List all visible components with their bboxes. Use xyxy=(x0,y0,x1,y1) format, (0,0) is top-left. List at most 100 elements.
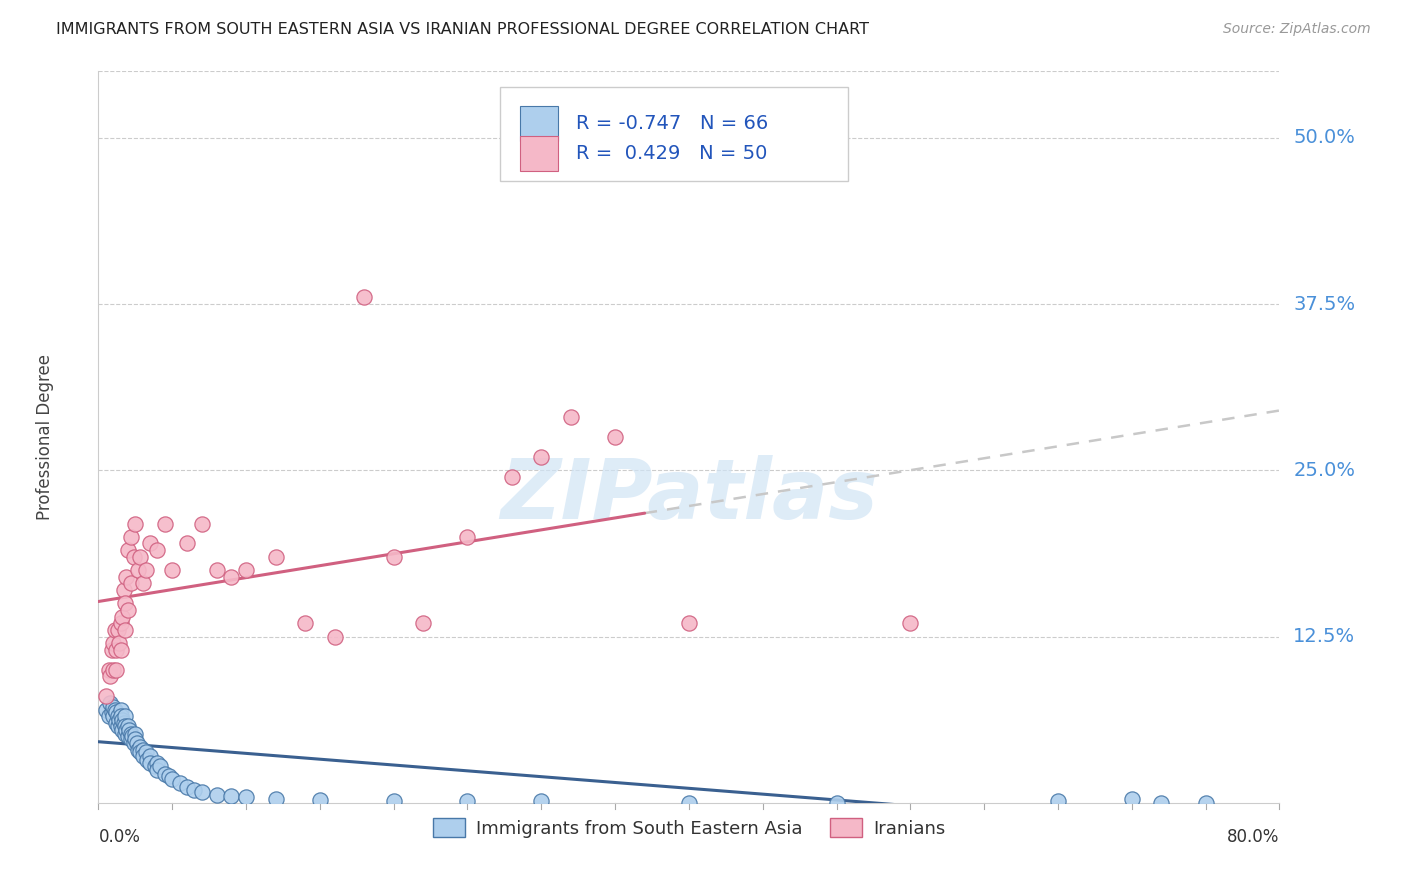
Point xyxy=(103,663,125,677)
FancyBboxPatch shape xyxy=(501,87,848,181)
Point xyxy=(111,609,134,624)
Point xyxy=(94,703,117,717)
Point xyxy=(110,703,132,717)
Point xyxy=(205,563,228,577)
Point xyxy=(221,570,243,584)
Point xyxy=(149,758,172,772)
Text: 0.0%: 0.0% xyxy=(98,828,141,846)
Point xyxy=(114,726,136,740)
Point xyxy=(176,536,198,550)
Point xyxy=(678,616,700,631)
Text: 50.0%: 50.0% xyxy=(1294,128,1355,147)
Text: 37.5%: 37.5% xyxy=(1294,294,1355,314)
Point xyxy=(125,736,148,750)
Point xyxy=(1195,796,1218,810)
Point xyxy=(114,709,136,723)
Point xyxy=(111,714,134,728)
Point xyxy=(105,643,128,657)
Point xyxy=(153,516,176,531)
Point xyxy=(135,563,157,577)
Point xyxy=(120,576,142,591)
Point xyxy=(128,549,150,564)
Point xyxy=(1150,796,1173,810)
Point xyxy=(121,729,143,743)
Point xyxy=(124,516,146,531)
Point xyxy=(117,729,139,743)
Point xyxy=(135,745,157,759)
Point xyxy=(128,745,150,759)
Point xyxy=(107,719,129,733)
Point xyxy=(132,576,155,591)
Point xyxy=(132,749,155,764)
Text: 25.0%: 25.0% xyxy=(1294,461,1355,480)
Point xyxy=(191,785,214,799)
Point xyxy=(97,663,120,677)
Point xyxy=(162,772,183,786)
Point xyxy=(114,596,136,610)
Text: R =  0.429   N = 50: R = 0.429 N = 50 xyxy=(575,144,766,162)
Point xyxy=(111,723,134,737)
Point xyxy=(110,616,132,631)
Point xyxy=(457,530,479,544)
Point xyxy=(264,549,287,564)
Point xyxy=(235,563,257,577)
Point xyxy=(117,719,139,733)
Point xyxy=(146,543,169,558)
Point xyxy=(323,630,346,644)
Point xyxy=(115,723,138,737)
Point xyxy=(122,549,145,564)
Point xyxy=(294,616,316,631)
Point xyxy=(118,723,141,737)
Point xyxy=(139,536,162,550)
Point xyxy=(98,669,121,683)
Point xyxy=(157,769,180,783)
Point xyxy=(221,789,243,804)
Point xyxy=(143,758,166,772)
Point xyxy=(120,530,142,544)
Text: 80.0%: 80.0% xyxy=(1227,828,1279,846)
Point xyxy=(105,716,128,731)
Text: ZIPatlas: ZIPatlas xyxy=(501,455,877,536)
Point xyxy=(108,714,131,728)
Point xyxy=(120,731,142,746)
Point xyxy=(530,795,553,809)
Point xyxy=(1121,792,1143,806)
Point xyxy=(235,790,257,805)
Point xyxy=(132,742,155,756)
Point xyxy=(114,623,136,637)
Point xyxy=(105,663,128,677)
Point xyxy=(412,616,434,631)
Point xyxy=(605,430,627,444)
Point xyxy=(117,603,139,617)
Point xyxy=(162,563,183,577)
Point xyxy=(110,643,132,657)
Point xyxy=(127,742,149,756)
Point xyxy=(353,290,375,304)
Point xyxy=(678,796,700,810)
Point xyxy=(127,563,149,577)
Point xyxy=(100,643,122,657)
Point xyxy=(122,736,145,750)
Point xyxy=(115,570,138,584)
Point xyxy=(98,696,121,710)
Point xyxy=(124,731,146,746)
Point xyxy=(501,470,523,484)
Text: Source: ZipAtlas.com: Source: ZipAtlas.com xyxy=(1223,22,1371,37)
Point xyxy=(382,795,405,809)
Point xyxy=(825,796,848,810)
Point xyxy=(191,516,214,531)
Point xyxy=(103,700,125,714)
Point xyxy=(560,410,582,425)
Point xyxy=(112,582,135,597)
Point xyxy=(139,756,162,770)
Point xyxy=(110,709,132,723)
Point xyxy=(176,780,198,794)
Point xyxy=(117,543,139,558)
Point xyxy=(124,726,146,740)
Point xyxy=(146,763,169,777)
Point xyxy=(183,782,205,797)
Point xyxy=(120,726,142,740)
Point xyxy=(309,793,332,807)
Point xyxy=(153,766,176,780)
Point xyxy=(97,709,120,723)
